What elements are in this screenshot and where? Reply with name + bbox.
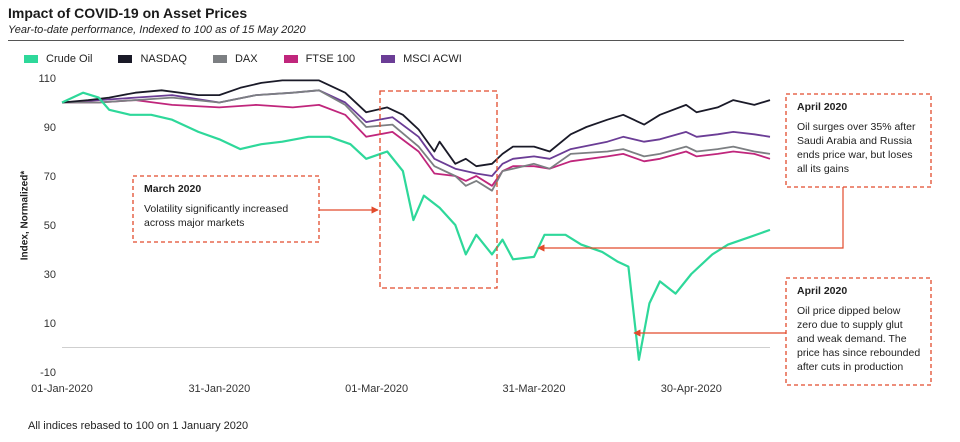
annotation-title: April 2020 (797, 101, 847, 113)
y-tick-label: -10 (40, 367, 56, 379)
y-tick-label: 30 (44, 269, 56, 281)
series-layer (61, 79, 771, 361)
y-axis: -10 10 30 50 70 90 110 (38, 73, 770, 379)
legend-item: DAX (212, 53, 258, 65)
x-axis: 01-Jan-2020 31-Jan-2020 01-Mar-2020 31-Mar-… (31, 383, 722, 395)
legend-label: NASDAQ (140, 53, 187, 65)
annotation-line: zero due to supply glut (797, 319, 903, 331)
annotation-april2: April 2020 Oil price dipped below zero due… (785, 277, 932, 386)
annotation-line: Oil surges over 35% after (797, 121, 916, 133)
legend-swatch (381, 55, 396, 63)
series-line-nasdaq (61, 79, 771, 168)
annotation-line: price has since rebounded (797, 347, 920, 359)
april1-arrow (537, 187, 844, 252)
x-tick-label: 01-Jan-2020 (31, 383, 93, 395)
x-tick-label: 31-Mar-2020 (503, 383, 566, 395)
legend-swatch (24, 55, 38, 63)
chart-subtitle: Year-to-date performance, Indexed to 100… (8, 24, 306, 36)
y-tick-label: 10 (44, 318, 56, 330)
annotation-line: Saudi Arabia and Russia (797, 135, 912, 147)
legend-label: Crude Oil (46, 53, 93, 65)
annotation-line: Volatility significantly increased (144, 203, 288, 215)
legend-item: MSCI ACWI (381, 53, 462, 65)
annotation-march: March 2020 Volatility significantly incre… (132, 175, 320, 243)
annotation-line: after cuts in production (797, 361, 903, 373)
title-divider (8, 40, 904, 41)
series-line-ftse-100 (62, 99, 771, 187)
legend-swatch (283, 55, 298, 63)
legend-label: MSCI ACWI (403, 53, 462, 65)
x-tick-label: 01-Mar-2020 (345, 383, 408, 395)
annotation-box (785, 277, 932, 386)
annotation-box (785, 93, 932, 188)
annotation-line: Oil price dipped below (797, 305, 901, 317)
series-line-crude-oil (61, 91, 771, 361)
y-tick-label: 70 (44, 171, 56, 183)
series-line-dax (62, 89, 771, 192)
annotation-april1: April 2020 Oil surges over 35% after Saudi… (785, 93, 932, 188)
legend-item: NASDAQ (118, 53, 187, 65)
annotation-layer: March 2020 Volatility significantly incre… (132, 90, 932, 386)
legend-item: Crude Oil (24, 53, 92, 65)
y-tick-label: 110 (38, 73, 56, 85)
x-tick-label: 31-Jan-2020 (188, 383, 250, 395)
chart-title: Impact of COVID-19 on Asset Prices (8, 5, 248, 21)
legend: Crude Oil NASDAQ DAX FTSE 100 MSCI ACWI (24, 53, 462, 65)
legend-swatch (118, 55, 133, 63)
footnote: All indices rebased to 100 on 1 January … (28, 420, 249, 432)
y-tick-label: 50 (44, 220, 56, 232)
march-highlight-box (379, 90, 498, 289)
annotation-title: March 2020 (144, 183, 201, 195)
y-tick-label: 90 (44, 122, 56, 134)
annotation-title: April 2020 (797, 285, 847, 297)
annotation-line: across major markets (144, 217, 244, 229)
legend-label: DAX (234, 53, 258, 65)
annotation-line: and weak demand. The (797, 333, 907, 345)
legend-label: FTSE 100 (305, 53, 356, 65)
annotation-box (132, 175, 320, 243)
annotation-line: ends price war, but loses (797, 149, 913, 161)
series-line-msci-acwi (61, 89, 771, 177)
legend-item: FTSE 100 (283, 53, 356, 65)
annotation-line: all its gains (797, 163, 849, 175)
x-tick-label: 30-Apr-2020 (661, 383, 722, 395)
legend-swatch (212, 55, 227, 63)
